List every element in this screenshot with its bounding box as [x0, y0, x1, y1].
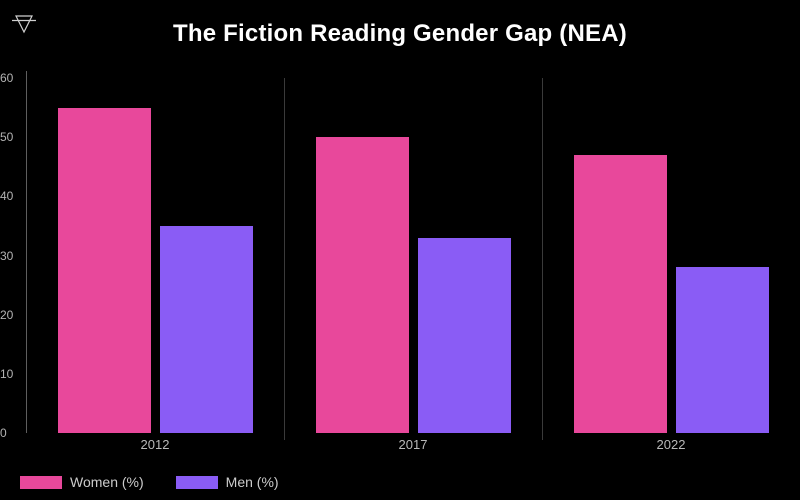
legend-label: Men (%) — [225, 474, 279, 490]
bar-men-2022[interactable] — [675, 267, 769, 433]
legend-item-women[interactable]: Women (%) — [20, 474, 144, 490]
legend-swatch-women — [20, 475, 62, 489]
x-axis-label-2012: 2012 — [140, 437, 170, 452]
y-tick-label: 30 — [0, 248, 14, 263]
group-separator-line — [542, 78, 543, 440]
x-axis-label-2017: 2017 — [398, 437, 428, 452]
filter-icon-glyph — [12, 15, 36, 34]
y-tick-label: 20 — [0, 307, 14, 322]
y-tick-label: 10 — [0, 366, 14, 381]
filter-icon[interactable] — [11, 11, 37, 37]
bar-men-2012[interactable] — [159, 226, 253, 433]
legend-label: Women (%) — [70, 474, 144, 490]
legend: Women (%) Men (%) — [20, 474, 279, 490]
y-tick-label: 40 — [0, 189, 14, 204]
y-tick-label: 50 — [0, 130, 14, 145]
bar-women-2022[interactable] — [573, 155, 667, 433]
bar-women-2017[interactable] — [315, 137, 409, 433]
y-axis-line — [26, 71, 27, 433]
y-tick-label: 60 — [0, 71, 14, 85]
bar-women-2012[interactable] — [57, 108, 151, 433]
y-tick-label: 0 — [0, 426, 7, 440]
group-separator-line — [284, 78, 285, 440]
x-axis-label-2022: 2022 — [656, 437, 686, 452]
legend-item-men[interactable]: Men (%) — [175, 474, 279, 490]
legend-swatch-men — [175, 475, 218, 489]
bar-men-2017[interactable] — [417, 238, 511, 433]
chart-title: The Fiction Reading Gender Gap (NEA) — [173, 20, 627, 47]
